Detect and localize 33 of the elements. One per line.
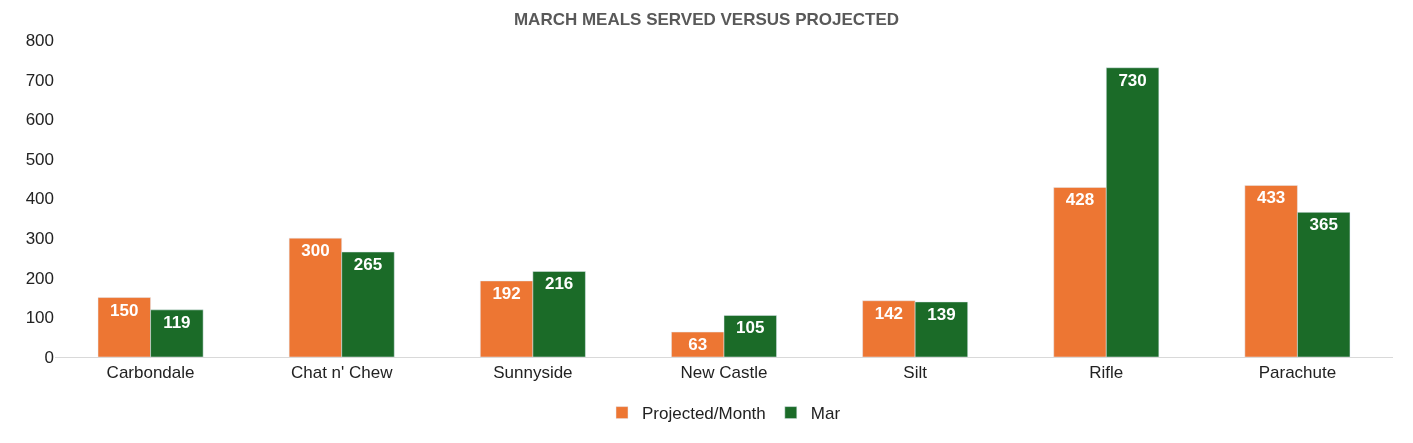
x-tick-label: Silt [903, 363, 928, 383]
x-tick-label: Carbondale [106, 363, 195, 383]
data-label: 105 [736, 318, 765, 338]
y-tick-label: 100 [25, 308, 54, 328]
data-label: 300 [301, 241, 330, 261]
x-tick-label: Rifle [1089, 363, 1124, 383]
legend-label: Mar [810, 404, 841, 424]
data-label: 265 [353, 254, 383, 274]
y-tick-label: 600 [25, 110, 54, 130]
data-label: 150 [110, 300, 139, 320]
data-label: 216 [544, 274, 574, 294]
y-tick-label: 200 [25, 268, 54, 288]
data-label: 63 [688, 335, 708, 355]
y-tick-label: 0 [44, 347, 54, 367]
data-label: 139 [927, 304, 956, 324]
x-tick-label: Chat n' Chew [290, 363, 394, 383]
y-tick-label: 300 [25, 229, 54, 249]
data-label: 192 [492, 283, 521, 303]
y-tick-label: 800 [25, 30, 54, 50]
chart-title: MARCH MEALS SERVED VERSUS PROJECTED [513, 10, 900, 30]
y-tick-label: 400 [25, 189, 54, 209]
data-label: 730 [1118, 70, 1147, 90]
y-tick-label: 700 [25, 70, 54, 90]
legend-label: Projected/Month [642, 404, 766, 424]
data-label: 428 [1065, 190, 1095, 210]
x-tick-label: New Castle [680, 363, 768, 383]
data-label: 142 [874, 303, 904, 323]
x-tick-label: Parachute [1258, 363, 1337, 383]
y-tick-label: 500 [25, 149, 54, 169]
data-label: 119 [163, 312, 191, 332]
data-label: 433 [1256, 188, 1286, 208]
data-label: 365 [1309, 215, 1338, 235]
x-tick-label: Sunnyside [493, 363, 573, 383]
